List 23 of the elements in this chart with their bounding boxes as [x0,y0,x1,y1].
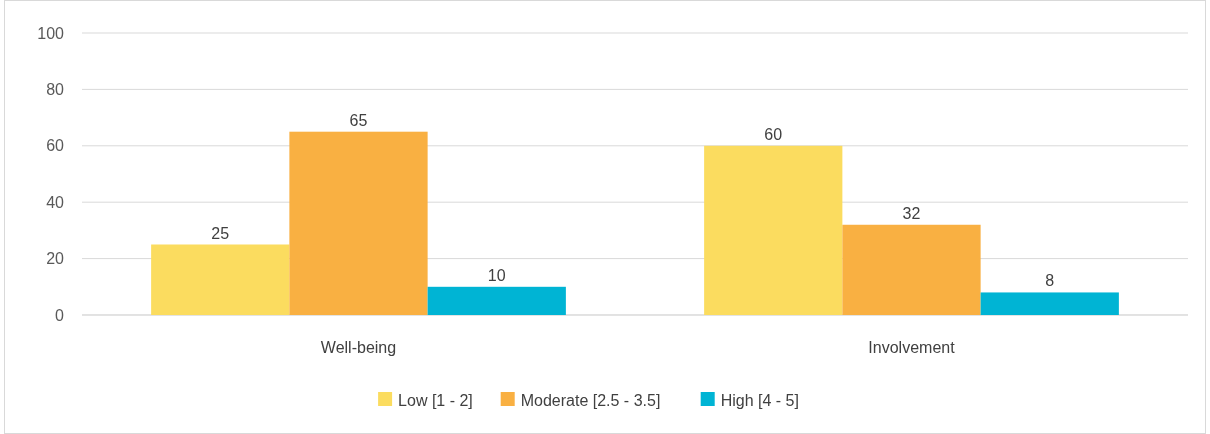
bar [980,292,1119,315]
y-tick-label: 100 [37,24,65,42]
bar [151,244,290,315]
legend-label: High [4 - 5] [720,391,799,409]
y-tick-label: 0 [55,306,65,324]
x-tick-label: Well-being [320,339,397,356]
y-tick-label: 40 [46,193,65,211]
y-tick-label: 60 [46,137,65,155]
data-label: 10 [487,266,506,284]
bar [289,131,428,315]
data-label: 32 [902,204,921,222]
data-label: 60 [764,125,783,143]
bar [704,145,843,315]
bar [427,286,566,315]
data-label: 65 [349,111,368,129]
legend-label: Moderate [2.5 - 3.5] [520,391,661,409]
y-tick-label: 20 [46,250,65,268]
x-tick-label: Involvement [868,339,956,356]
y-tick-label: 80 [46,81,65,98]
data-label: 25 [211,224,230,242]
bar [842,224,981,315]
legend-label: Low [1 - 2] [398,391,473,409]
data-label: 8 [1045,272,1055,290]
